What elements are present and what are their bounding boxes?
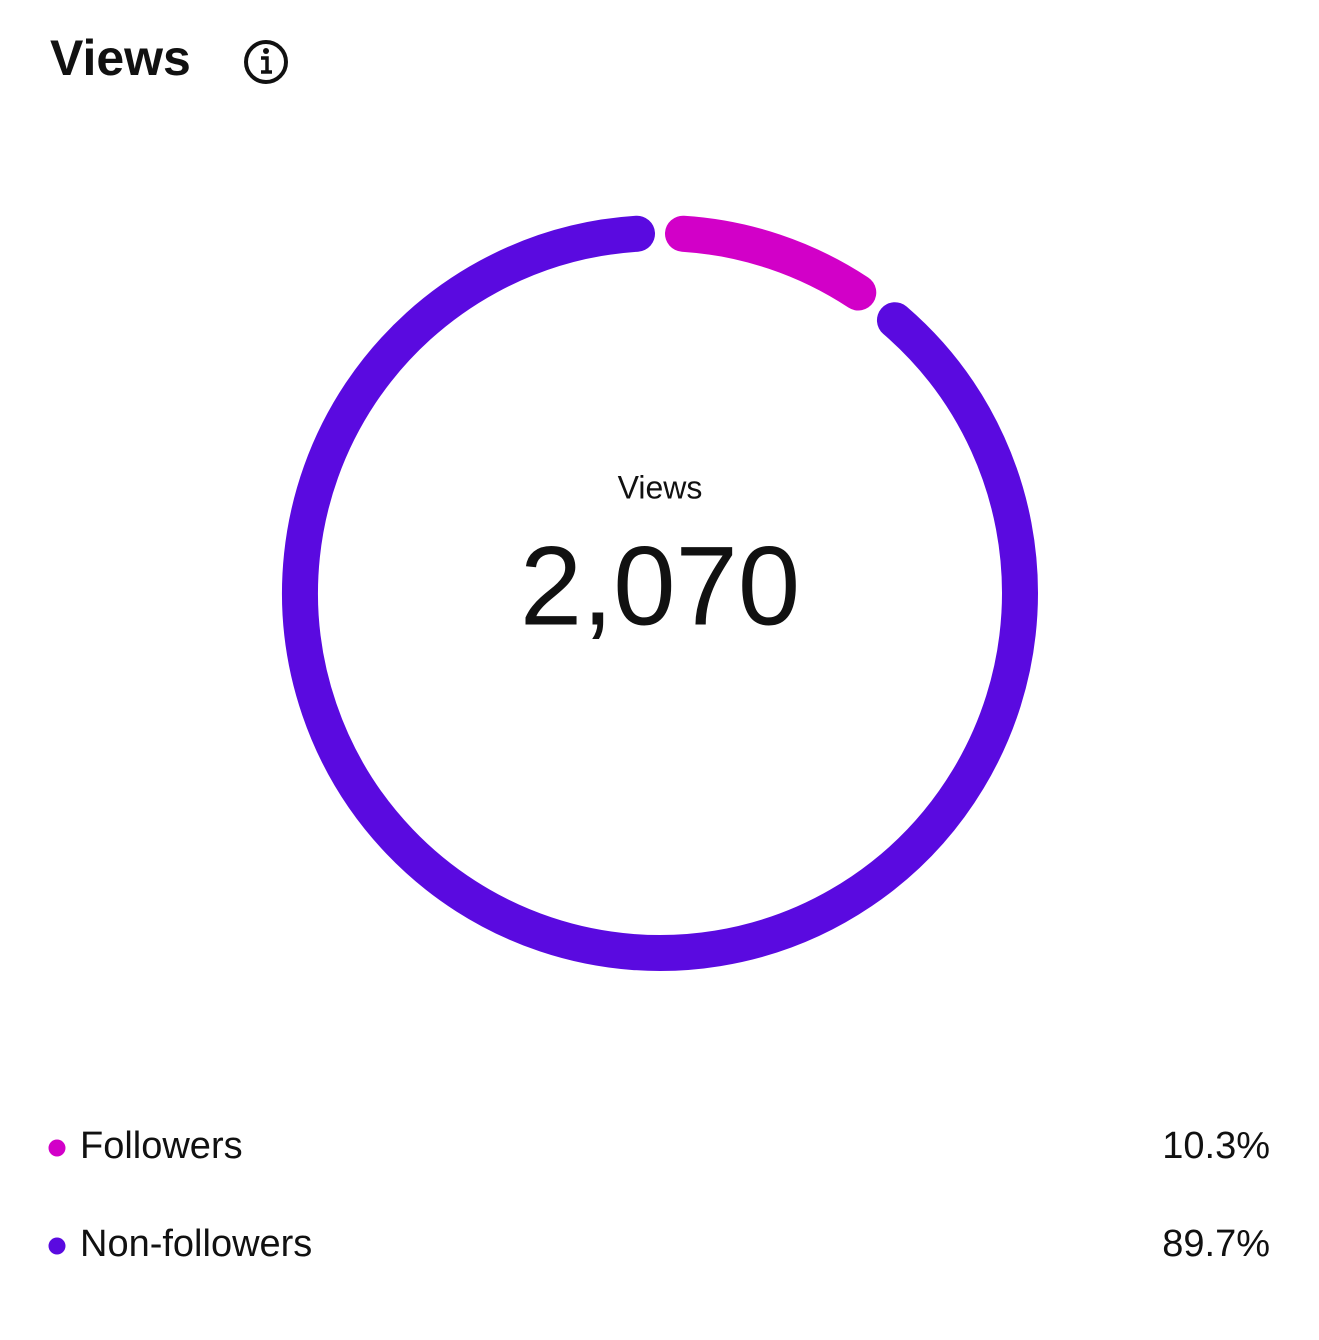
donut-segment — [664, 215, 877, 311]
legend-dot — [48, 1139, 66, 1157]
legend-dot — [48, 1237, 66, 1255]
donut-segment — [282, 215, 1038, 971]
info-icon-dot — [263, 48, 269, 54]
chart-title: Views — [50, 30, 191, 86]
info-icon-ring — [244, 40, 288, 84]
legend-label: Non-followers — [80, 1223, 312, 1265]
info-icon-stem — [261, 56, 272, 74]
info-icon[interactable] — [244, 40, 288, 84]
legend-value: 89.7% — [1162, 1223, 1270, 1265]
center-value: 2,070 — [520, 524, 800, 649]
center-label: Views — [618, 469, 703, 505]
legend-value: 10.3% — [1162, 1125, 1270, 1167]
legend-label: Followers — [80, 1125, 243, 1167]
